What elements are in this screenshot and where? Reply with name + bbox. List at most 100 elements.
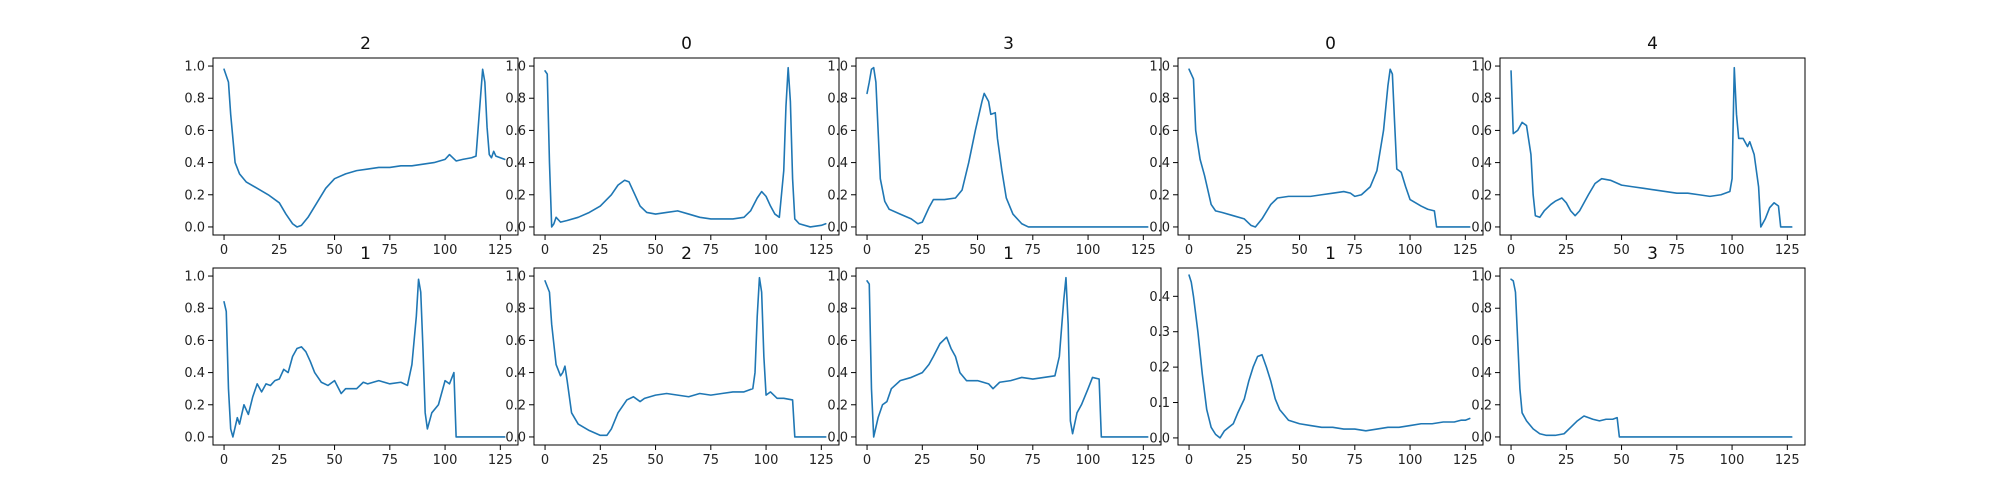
- x-tick-label: 25: [271, 243, 288, 258]
- y-tick-label: 0.4: [827, 366, 848, 381]
- panel-6: 1 0 25 50 75 100 125 0.0 0.2 0.4 0.6 0.8 1.0: [184, 244, 519, 468]
- axes-frame: [212, 267, 519, 446]
- panel-title: 1: [1325, 244, 1336, 264]
- x-tick-label: 75: [1025, 243, 1042, 258]
- x-tick-label: 25: [1236, 243, 1253, 258]
- y-tick-label: 0.0: [505, 220, 526, 235]
- panel-10: 3 0 25 50 75 100 125 0.0 0.2 0.4 0.6 0.8 1.0: [1471, 244, 1806, 468]
- y-tick-label: 0.0: [505, 430, 526, 445]
- x-tick-label: 0: [863, 453, 871, 468]
- x-tick-label: 75: [1025, 453, 1042, 468]
- y-tick-label: 0.8: [827, 302, 848, 317]
- panel-9: 1 0 25 50 75 100 125 0.0 0.1 0.2 0.3 0.4: [1149, 244, 1484, 468]
- x-tick-label: 75: [1669, 243, 1686, 258]
- x-tick-label: 75: [703, 453, 720, 468]
- y-tick-label: 0.0: [827, 430, 848, 445]
- x-tick-label: 75: [382, 453, 399, 468]
- axes-frame: [1499, 267, 1806, 446]
- x-tick-label: 100: [433, 243, 458, 258]
- axes-frame: [855, 267, 1162, 446]
- y-tick-label: 0.2: [1149, 361, 1170, 376]
- y-tick-label: 0.8: [1149, 92, 1170, 107]
- series-line: [866, 276, 1149, 438]
- x-tick-label: 0: [541, 243, 549, 258]
- y-tick-label: 0.8: [505, 302, 526, 317]
- x-tick-label: 0: [1185, 453, 1193, 468]
- x-tick-label: 0: [220, 243, 228, 258]
- y-tick-label: 0.2: [827, 398, 848, 413]
- y-tick-label: 0.8: [184, 302, 205, 317]
- y-tick-label: 0.0: [1149, 431, 1170, 446]
- x-tick-label: 100: [754, 243, 779, 258]
- x-tick-label: 0: [220, 453, 228, 468]
- x-tick-label: 50: [326, 243, 343, 258]
- x-tick-label: 75: [1669, 453, 1686, 468]
- x-tick-label: 75: [703, 243, 720, 258]
- y-tick-label: 0.6: [827, 334, 848, 349]
- x-tick-label: 125: [488, 243, 513, 258]
- series-line: [544, 276, 827, 438]
- x-tick-label: 25: [914, 243, 931, 258]
- y-tick-label: 1.0: [505, 270, 526, 285]
- x-tick-label: 50: [969, 243, 986, 258]
- y-tick-label: 0.6: [184, 124, 205, 139]
- y-tick-label: 1.0: [1471, 270, 1492, 285]
- y-tick-label: 1.0: [184, 270, 205, 285]
- y-tick-label: 0.8: [184, 92, 205, 107]
- x-tick-label: 50: [1613, 243, 1630, 258]
- y-tick-label: 0.6: [1471, 124, 1492, 139]
- series-line: [223, 278, 506, 438]
- series-line: [1188, 68, 1471, 228]
- y-tick-label: 0.0: [827, 220, 848, 235]
- y-tick-label: 0.4: [1149, 156, 1170, 171]
- panel-title: 3: [1003, 34, 1014, 54]
- x-tick-label: 125: [1453, 453, 1478, 468]
- x-tick-label: 25: [914, 453, 931, 468]
- axes-frame: [855, 57, 1162, 236]
- y-tick-label: 0.4: [1471, 156, 1492, 171]
- y-tick-label: 0.0: [1471, 220, 1492, 235]
- series-line: [1510, 278, 1793, 438]
- x-tick-label: 25: [1558, 453, 1575, 468]
- x-tick-label: 25: [592, 243, 609, 258]
- x-tick-label: 75: [1347, 243, 1364, 258]
- y-tick-label: 0.8: [505, 92, 526, 107]
- x-tick-label: 100: [433, 453, 458, 468]
- x-tick-label: 75: [1347, 453, 1364, 468]
- y-tick-label: 0.6: [1471, 334, 1492, 349]
- y-tick-label: 0.0: [1149, 220, 1170, 235]
- y-tick-label: 0.3: [1149, 325, 1170, 340]
- series-line: [1510, 66, 1793, 228]
- x-tick-label: 0: [1507, 453, 1515, 468]
- y-tick-label: 0.6: [184, 334, 205, 349]
- axes-frame: [1177, 57, 1484, 236]
- y-tick-label: 0.2: [505, 188, 526, 203]
- x-tick-label: 0: [541, 453, 549, 468]
- x-tick-label: 100: [1720, 453, 1745, 468]
- panel-title: 1: [360, 244, 371, 264]
- y-tick-label: 0.6: [827, 124, 848, 139]
- x-tick-label: 25: [271, 453, 288, 468]
- series-line: [544, 66, 827, 228]
- x-tick-label: 100: [1076, 453, 1101, 468]
- x-tick-label: 125: [1775, 243, 1800, 258]
- y-tick-label: 0.4: [184, 156, 205, 171]
- panel-5: 4 0 25 50 75 100 125 0.0 0.2 0.4 0.6 0.8 1.0: [1471, 34, 1806, 258]
- panel-title: 0: [681, 34, 692, 54]
- x-tick-label: 125: [809, 453, 834, 468]
- series-line: [1188, 274, 1471, 439]
- x-tick-label: 50: [1291, 453, 1308, 468]
- y-tick-label: 1.0: [505, 60, 526, 75]
- y-tick-label: 0.4: [505, 366, 526, 381]
- x-tick-label: 125: [809, 243, 834, 258]
- series-line: [866, 66, 1149, 228]
- y-tick-label: 0.1: [1149, 396, 1170, 411]
- y-tick-label: 0.0: [184, 430, 205, 445]
- x-tick-label: 100: [1720, 243, 1745, 258]
- x-tick-label: 50: [326, 453, 343, 468]
- x-tick-label: 50: [969, 453, 986, 468]
- x-tick-label: 100: [1398, 453, 1423, 468]
- x-tick-label: 0: [1507, 243, 1515, 258]
- panel-7: 2 0 25 50 75 100 125 0.0 0.2 0.4 0.6 0.8 1.0: [505, 244, 840, 468]
